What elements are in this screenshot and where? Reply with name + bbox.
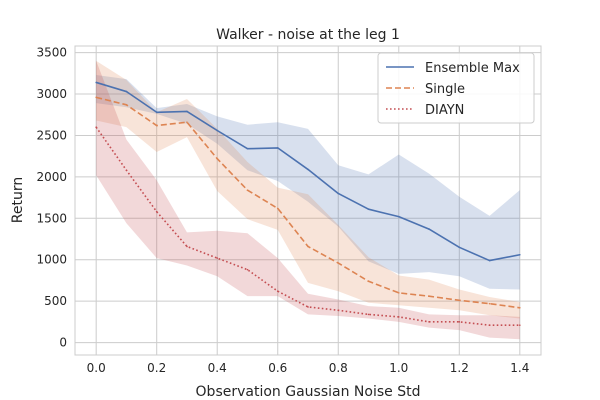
- data-point: [397, 316, 400, 318]
- data-point: [155, 111, 158, 114]
- band-series-1: [96, 74, 520, 290]
- x-tick-labels: 0.0 0.2 0.4 0.6 0.8 1.0 1.2 1.4: [87, 361, 530, 375]
- data-point: [95, 96, 97, 99]
- data-point: [519, 253, 521, 256]
- data-point: [397, 292, 400, 294]
- confidence-bands: [96, 60, 520, 340]
- y-axis-label: Return: [10, 177, 26, 223]
- data-point: [276, 207, 279, 210]
- data-point: [337, 309, 340, 312]
- x-tick-label: 0.6: [268, 361, 287, 375]
- data-point: [246, 189, 249, 191]
- y-tick-label: 1000: [36, 253, 67, 267]
- y-tick-label: 3000: [36, 87, 67, 101]
- data-point: [155, 210, 158, 213]
- legend-entry: Single: [425, 82, 465, 97]
- data-point: [428, 321, 430, 323]
- data-point: [125, 90, 128, 93]
- data-point: [307, 168, 309, 171]
- data-point: [488, 324, 491, 326]
- x-tick-label: 0.0: [87, 361, 106, 375]
- data-point: [186, 110, 188, 113]
- plot-frame: [74, 45, 542, 356]
- y-tick-label: 2000: [36, 170, 67, 184]
- data-point: [458, 246, 461, 249]
- x-tick-label: 1.4: [510, 361, 529, 375]
- data-point: [216, 157, 219, 160]
- data-point: [458, 321, 461, 323]
- data-point: [95, 126, 97, 128]
- x-tick-label: 1.0: [389, 361, 408, 375]
- data-point: [488, 259, 491, 262]
- x-tick-label: 1.2: [450, 361, 469, 375]
- x-tick-label: 0.2: [147, 361, 166, 375]
- data-point: [367, 313, 370, 316]
- y-tick-label: 0: [59, 336, 67, 350]
- data-point: [337, 262, 340, 264]
- data-point: [307, 306, 309, 308]
- legend-entry: Ensemble Max: [425, 61, 520, 76]
- data-point: [186, 121, 188, 124]
- x-tick-label: 0.8: [329, 361, 348, 375]
- data-point: [428, 228, 430, 230]
- y-tick-label: 2500: [36, 128, 67, 142]
- y-tick-label: 500: [44, 294, 67, 308]
- data-point: [488, 302, 491, 305]
- data-point: [519, 324, 521, 326]
- data-point: [307, 245, 309, 248]
- band-series-2: [96, 60, 520, 319]
- x-axis-label: Observation Gaussian Noise Std: [196, 384, 421, 400]
- band-series-3: [96, 60, 520, 340]
- data-point: [246, 268, 249, 271]
- legend-entry: DIAYN: [425, 103, 464, 118]
- data-point: [428, 295, 430, 297]
- data-point: [367, 208, 370, 210]
- legend: Ensemble Max Single DIAYN: [377, 52, 535, 124]
- data-point: [186, 245, 188, 248]
- data-point: [125, 169, 128, 172]
- legend-box: [377, 52, 535, 124]
- chart-title: Walker - noise at the leg 1: [216, 27, 400, 43]
- data-point: [367, 280, 370, 283]
- series-lines: [95, 81, 521, 326]
- data-point: [216, 257, 219, 259]
- data-point: [397, 215, 400, 218]
- data-point: [519, 306, 521, 309]
- line-series-3: [95, 126, 520, 326]
- data-point: [155, 124, 158, 127]
- data-point: [276, 147, 279, 149]
- x-tick-label: 0.4: [208, 361, 227, 375]
- data-point: [337, 192, 340, 195]
- data-point: [125, 104, 128, 106]
- data-point: [246, 147, 249, 150]
- y-tick-label: 1500: [36, 211, 67, 225]
- data-point: [95, 81, 97, 84]
- data-point: [276, 290, 279, 293]
- data-point: [216, 129, 219, 132]
- data-point: [458, 299, 461, 302]
- y-tick-labels: 0 500 1000 1500 2000 2500 3000 3500: [36, 46, 67, 350]
- y-tick-label: 3500: [36, 46, 67, 60]
